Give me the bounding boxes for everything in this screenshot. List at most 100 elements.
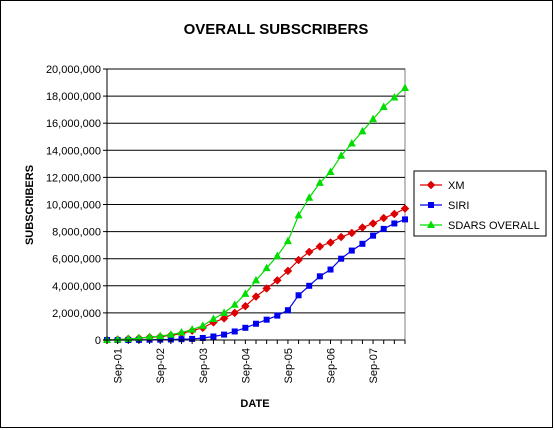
legend: XM SIRI SDARS OVERALL [413,170,547,237]
data-point [177,328,186,336]
data-point [230,300,239,308]
data-point [262,284,271,293]
data-point [359,240,366,247]
data-point [315,242,325,251]
series-layer [102,83,410,345]
x-tick-label: Sep-05 [283,348,295,383]
y-tick-label: 4,000,000 [52,281,101,293]
data-point [230,308,240,318]
data-point [188,325,197,333]
data-point [273,251,282,259]
y-tick-label: 2,000,000 [52,308,101,320]
data-point [167,336,174,343]
data-point [219,313,229,323]
data-point [369,114,378,123]
data-point [379,102,388,110]
data-point [178,336,185,343]
data-point [199,334,206,341]
x-tick-label: Sep-06 [326,348,338,383]
data-point [316,273,323,280]
data-point [380,225,387,232]
data-point [390,92,399,101]
y-tick-label: 8,000,000 [52,227,101,239]
data-point [304,247,314,257]
data-point [189,335,196,342]
data-point [306,282,313,289]
data-point [252,275,260,284]
y-axis-label: SUBSCRIBERS [24,165,36,245]
data-point [113,335,122,343]
data-point [326,167,335,175]
data-point [272,276,282,285]
data-point [391,220,398,227]
data-point [134,333,143,342]
data-point [263,316,270,323]
x-tick-label: Sep-04 [240,348,252,383]
data-point [368,219,378,228]
data-point [379,213,389,223]
data-point [358,223,367,232]
data-point [326,238,335,247]
legend-marker [427,220,435,228]
data-point [358,126,367,135]
x-tick-label: Sep-03 [198,348,210,383]
data-point [231,328,238,335]
data-point [166,330,175,338]
y-tick-label: 16,000,000 [46,118,101,130]
data-point [305,193,314,201]
x-tick-label: Sep-02 [155,348,167,383]
legend-marker [428,202,434,208]
chart-title: OVERALL SUBSCRIBERS [184,21,369,38]
y-tick-label: 12,000,000 [46,172,101,184]
data-point [295,292,302,299]
x-tick-label: Sep-07 [368,348,380,383]
x-tick-label: Sep-01 [113,348,125,383]
data-point [156,331,165,340]
data-point [145,332,154,341]
data-point [253,320,259,327]
data-point [284,307,291,314]
y-tick-label: 14,000,000 [46,145,101,157]
data-point [347,139,356,147]
x-axis-label: DATE [240,398,269,410]
data-point [347,228,357,238]
data-point [209,314,218,322]
legend-label: SDARS OVERALL [448,220,540,232]
data-point [294,255,303,265]
series-line-2 [106,87,406,341]
data-point [221,331,228,338]
data-point [242,324,249,331]
data-point [400,204,410,213]
data-point [294,210,303,219]
data-point [220,308,229,316]
y-tick-label: 20,000,000 [46,64,101,76]
y-tick-label: 18,000,000 [46,91,101,103]
y-tick-label: 6,000,000 [52,254,101,266]
data-point [402,216,408,223]
data-point [210,333,217,340]
data-point [274,312,281,319]
legend-label: XM [448,180,465,192]
data-point [283,236,292,245]
data-point [283,266,293,276]
y-tick-label: 10,000,000 [46,200,101,212]
legend-label: SIRI [448,200,469,212]
axis-layer: 0 2,000,000 4,000,000 6,000,000 8,000,000 10,… [46,64,406,383]
data-point [241,301,250,311]
data-point [370,232,377,239]
data-point [348,247,355,254]
y-tick-label: 0 [95,335,101,347]
data-point [327,266,334,273]
data-point [315,178,324,186]
data-point [336,232,346,242]
data-point [401,83,409,91]
data-point [337,151,346,159]
data-point [338,255,345,262]
legend-marker [426,180,436,190]
data-point [251,292,261,301]
data-point [198,321,207,329]
data-point [241,289,250,297]
data-point [390,209,399,219]
data-point [262,263,271,272]
